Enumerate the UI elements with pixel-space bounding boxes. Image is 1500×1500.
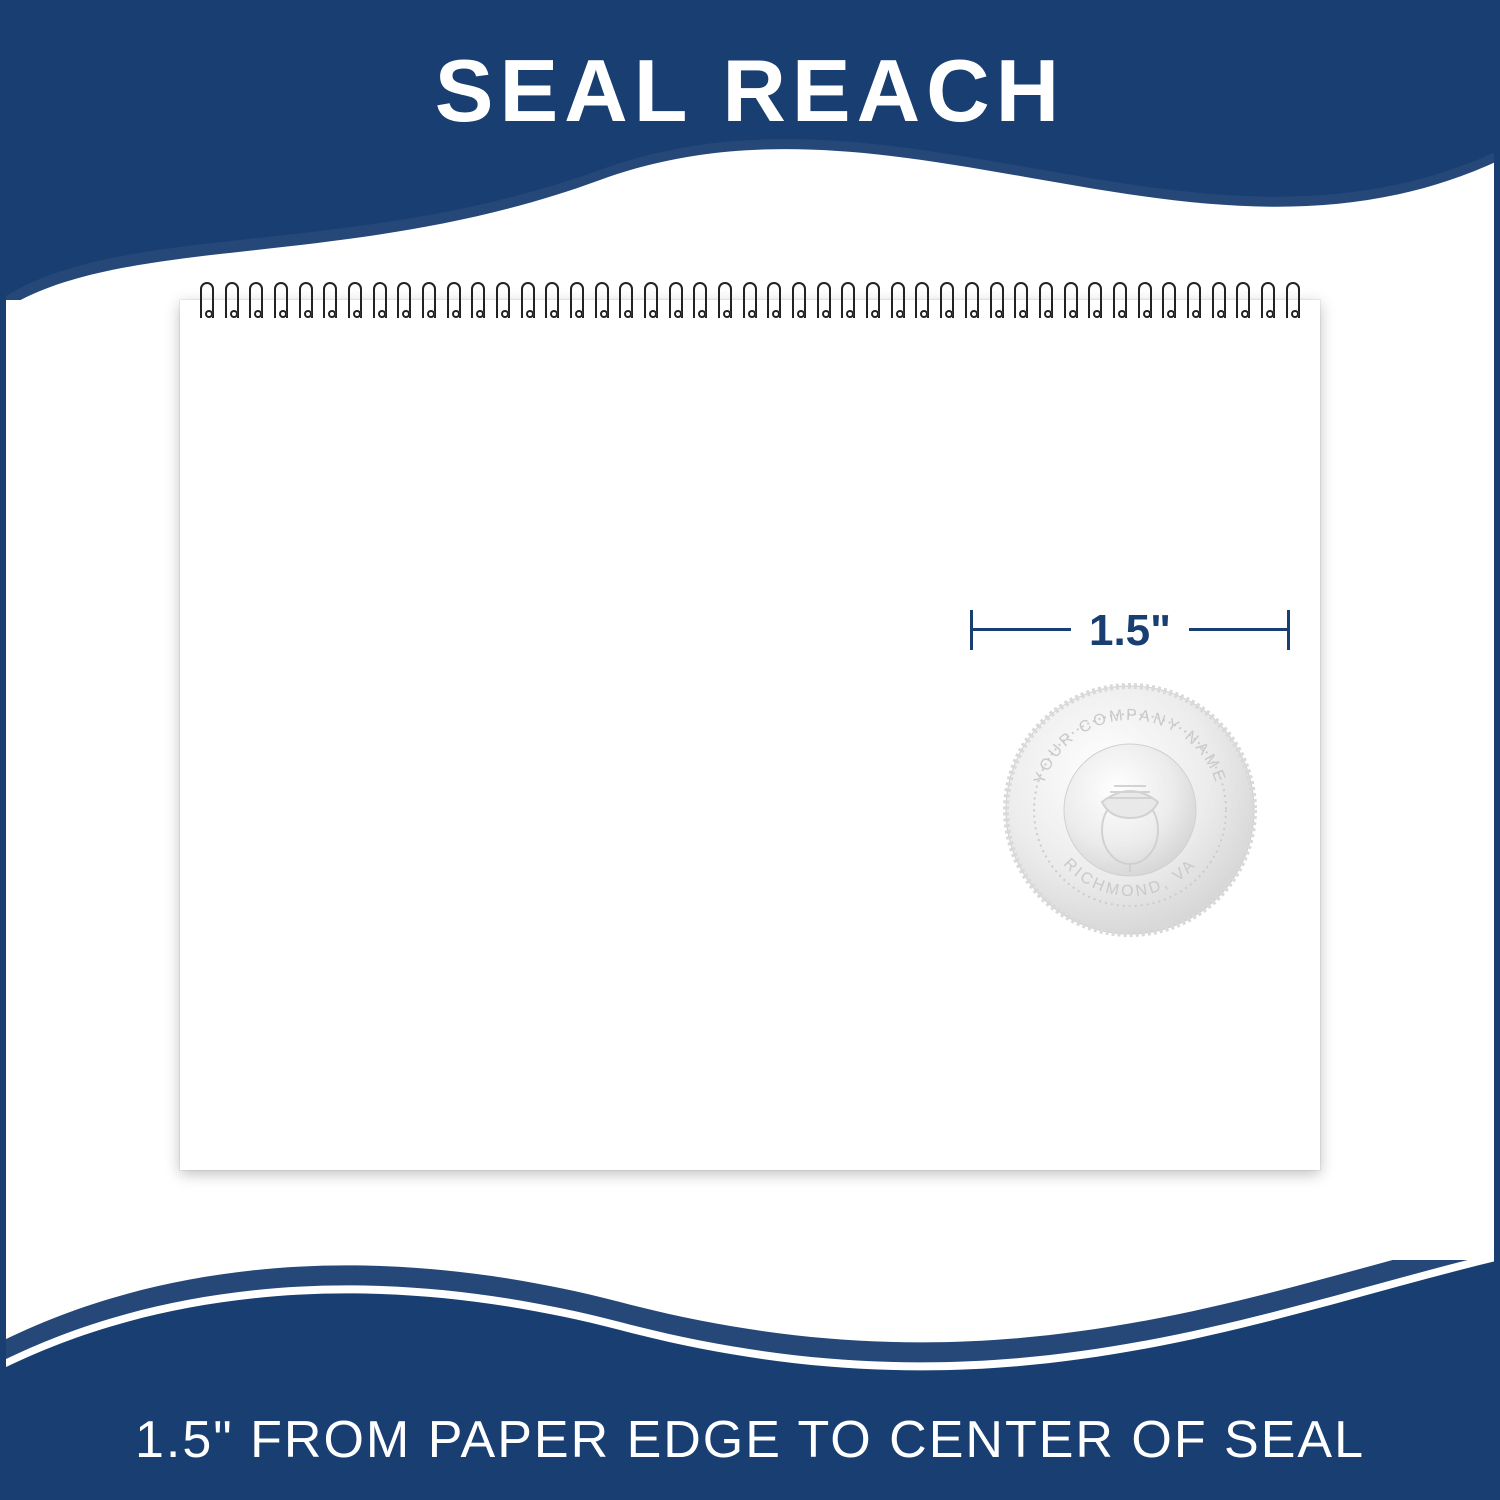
footer-caption: 1.5" FROM PAPER EDGE TO CENTER OF SEAL: [0, 1410, 1500, 1470]
spiral-coil: [422, 282, 436, 318]
spiral-coil: [1162, 282, 1176, 318]
spiral-coil: [496, 282, 510, 318]
embossed-seal: YOUR COMPANY NAME RICHMOND, VA: [1000, 680, 1260, 940]
spiral-binding: [200, 282, 1300, 322]
spiral-coil: [866, 282, 880, 318]
spiral-coil: [644, 282, 658, 318]
spiral-coil: [693, 282, 707, 318]
spiral-coil: [965, 282, 979, 318]
spiral-coil: [767, 282, 781, 318]
spiral-coil: [915, 282, 929, 318]
bottom-banner: 1.5" FROM PAPER EDGE TO CENTER OF SEAL: [0, 1260, 1500, 1500]
spiral-coil: [1261, 282, 1275, 318]
spiral-coil: [348, 282, 362, 318]
spiral-coil: [299, 282, 313, 318]
spiral-coil: [595, 282, 609, 318]
spiral-coil: [669, 282, 683, 318]
spiral-coil: [1212, 282, 1226, 318]
spiral-coil: [447, 282, 461, 318]
spiral-coil: [792, 282, 806, 318]
spiral-coil: [1088, 282, 1102, 318]
top-banner: SEAL REACH: [0, 0, 1500, 300]
spiral-coil: [1039, 282, 1053, 318]
measurement-indicator: 1.5": [970, 600, 1290, 660]
spiral-coil: [1014, 282, 1028, 318]
spiral-coil: [718, 282, 732, 318]
measurement-label: 1.5": [1071, 606, 1189, 656]
spiral-coil: [397, 282, 411, 318]
spiral-coil: [274, 282, 288, 318]
spiral-coil: [841, 282, 855, 318]
spiral-coil: [545, 282, 559, 318]
spiral-coil: [1187, 282, 1201, 318]
notepad: 1.5": [180, 300, 1320, 1170]
spiral-coil: [743, 282, 757, 318]
spiral-coil: [940, 282, 954, 318]
spiral-coil: [570, 282, 584, 318]
spiral-coil: [373, 282, 387, 318]
spiral-coil: [323, 282, 337, 318]
spiral-coil: [200, 282, 214, 318]
spiral-coil: [1113, 282, 1127, 318]
spiral-coil: [471, 282, 485, 318]
spiral-coil: [891, 282, 905, 318]
spiral-coil: [1286, 282, 1300, 318]
spiral-coil: [817, 282, 831, 318]
spiral-coil: [990, 282, 1004, 318]
measurement-cap-right: [1287, 610, 1290, 650]
spiral-coil: [249, 282, 263, 318]
spiral-coil: [225, 282, 239, 318]
spiral-coil: [521, 282, 535, 318]
spiral-coil: [1236, 282, 1250, 318]
spiral-coil: [619, 282, 633, 318]
spiral-coil: [1138, 282, 1152, 318]
header-title: SEAL REACH: [0, 40, 1500, 142]
spiral-coil: [1064, 282, 1078, 318]
